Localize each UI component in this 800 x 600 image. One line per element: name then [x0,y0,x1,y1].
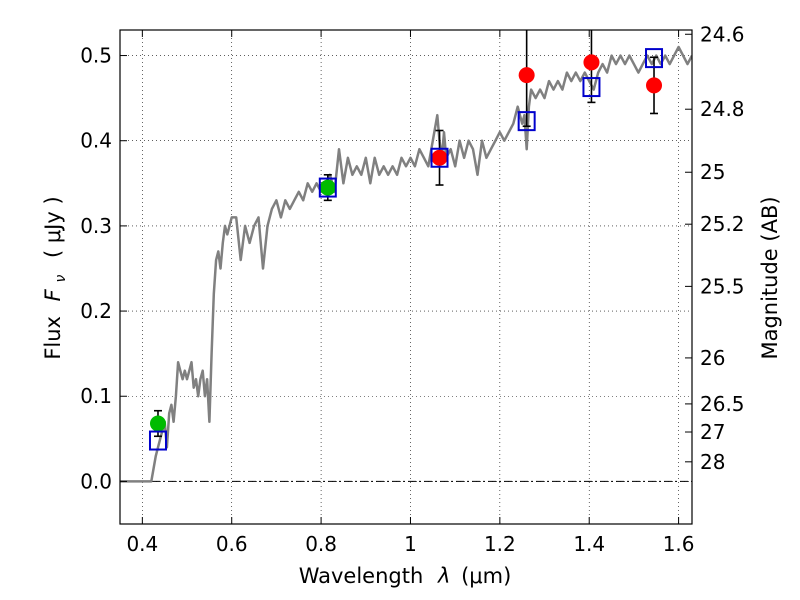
model-marker [148,430,167,451]
magnitude-tick-label: 28 [700,450,725,474]
data-point [431,149,448,166]
data-point [518,67,535,84]
x-tick-label: 0.6 [216,532,248,556]
y-tick-label: 0.4 [80,129,112,153]
x-axis-label: Wavelength λ (μm) [299,564,512,588]
series-group [120,30,692,483]
axis-ticks: 0.4 0.6 0.8 1 1.2 1.4 1.6 0.0 0.1 0.2 0.3 0.4 0.5 24.… [80,22,744,556]
x-tick-label: 0.8 [305,532,337,556]
x-tick-label: 1.4 [573,532,605,556]
y-axis-label: Flux F ν ( μJy ) [41,196,70,359]
y-tick-label: 0.5 [80,44,112,68]
magnitude-tick-label: 25 [700,160,725,184]
y-tick-label: 0.0 [80,469,112,493]
x-tick-label: 1.6 [663,532,695,556]
model-marker [318,177,337,198]
y-tick-label: 0.2 [80,299,112,323]
spectrum-line [120,45,692,483]
model-marker [430,147,449,168]
model-marker [517,111,536,132]
magnitude-tick-label: 26 [700,346,725,370]
y-tick-label: 0.1 [80,384,112,408]
model-marker [582,77,601,98]
magnitude-tick-label: 25.2 [700,212,745,236]
data-point [583,54,600,71]
data-point [319,179,336,196]
magnitude-tick-label: 26.5 [700,392,745,416]
y2-axis-label: Magnitude (AB) [758,196,782,359]
data-point [646,77,663,94]
model-marker [645,48,664,69]
magnitude-tick-label: 27 [700,420,725,444]
x-tick-label: 1.2 [484,532,516,556]
magnitude-tick-label: 24.8 [700,97,745,121]
plot-area [120,30,692,483]
plot-frame [119,29,693,525]
x-tick-label: 1 [404,532,417,556]
y-tick-label: 0.3 [80,214,112,238]
data-point [149,415,166,432]
x-tick-label: 0.4 [126,532,158,556]
magnitude-tick-label: 25.5 [700,274,745,298]
magnitude-tick-label: 24.6 [700,22,745,46]
